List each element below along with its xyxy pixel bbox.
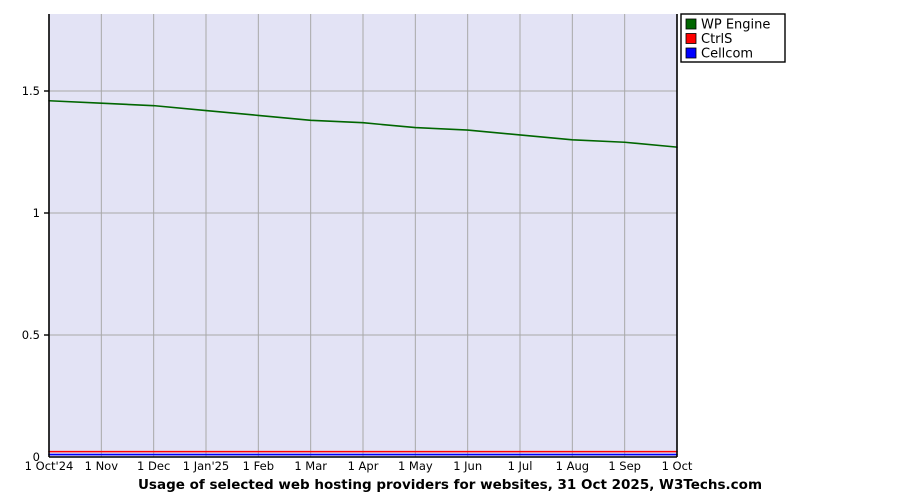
x-axis-ticks: 1 Oct'24 1 Nov 1 Dec 1 Jan'25 1 Feb 1 Mar 1 Ap… [25,459,693,473]
y-tick-label: 1 [33,206,40,220]
legend-swatch-ctrls [685,33,697,44]
chart-caption: Usage of selected web hosting providers … [138,477,762,493]
y-axis-ticks: 0 0.5 1 1.5 [22,84,49,464]
x-tick-label: 1 Nov [85,459,119,473]
y-tick-label: 1.5 [22,84,40,98]
y-tick-label: 0 [33,450,40,464]
x-tick-label: 1 Oct [662,459,693,473]
x-tick-label: 1 Jun [453,459,482,473]
data-series-group [48,99,678,456]
x-tick-label: 1 Mar [294,459,327,473]
x-tick-label: 1 Dec [137,459,170,473]
legend-swatch-cellcom [685,47,697,59]
x-tick-label: 1 Jul [508,459,533,473]
x-tick-label: 1 Jan'25 [183,459,230,473]
legend-label-cellcom: Cellcom [701,47,753,62]
x-tick-label: 1 Apr [348,459,379,473]
legend-box [680,13,786,63]
x-tick-label: 1 May [398,459,433,473]
x-tick-label: 1 Feb [243,459,274,473]
y-tick-label: 0.5 [22,328,40,342]
x-tick-label: 1 Sep [608,459,641,473]
horizontal-gridlines [49,90,677,336]
x-tick-label: 1 Aug [556,459,589,473]
legend-label-wp-engine: WP Engine [701,18,770,33]
series-line-wp-engine [48,99,678,148]
legend-swatch-wp-engine [685,18,697,30]
x-tick-label: 1 Oct'24 [25,459,74,473]
legend-label-ctrls: CtrlS [701,32,732,47]
